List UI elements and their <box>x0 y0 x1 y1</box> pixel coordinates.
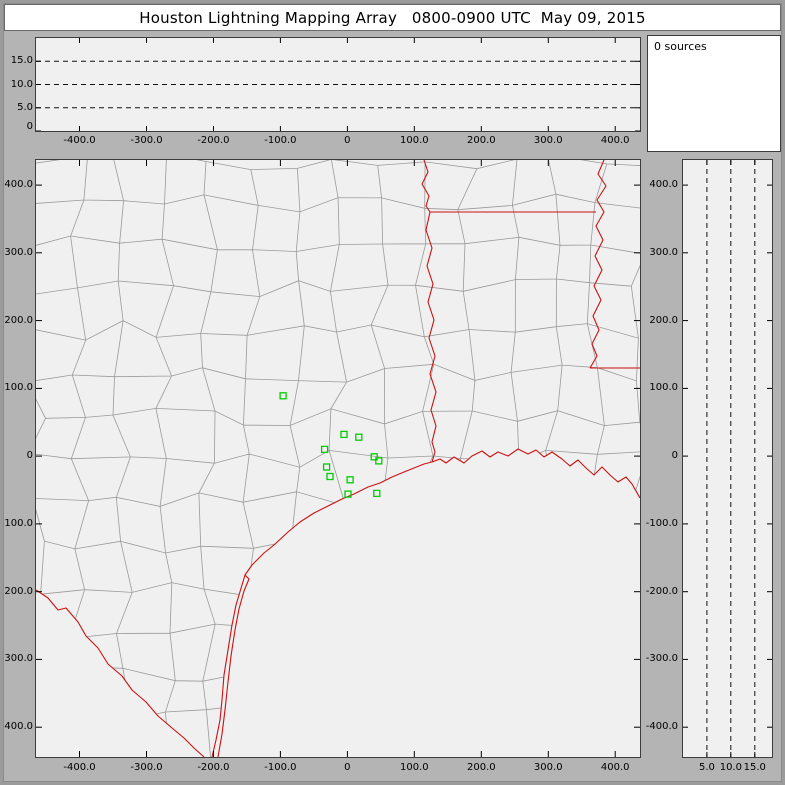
tick-label: -400.0 <box>0 721 33 733</box>
tick-label: 5.0 <box>17 101 33 113</box>
tick-label: -300.0 <box>0 653 33 665</box>
lma-stations <box>279 392 383 498</box>
tick-label: 400.0 <box>649 179 678 191</box>
tick-label: 0 <box>26 121 33 132</box>
tick-label: -100.0 <box>0 517 33 529</box>
lma-station-marker <box>279 392 287 400</box>
sources-status-panel: 0 sources <box>648 36 780 151</box>
tick-label: 200.0 <box>4 314 33 326</box>
tick-label: 200.0 <box>649 314 678 326</box>
tick-label: -200.0 <box>197 135 230 146</box>
tick-label: 100.0 <box>400 135 429 146</box>
tick-label: 100.0 <box>649 382 678 394</box>
altitude-ns-plot <box>683 160 772 757</box>
altitude-ew-plot <box>36 38 640 131</box>
tick-label: -100.0 <box>264 135 297 146</box>
axis-ticks <box>36 38 640 131</box>
gulf-coastline <box>211 448 640 757</box>
tick-label: 300.0 <box>533 762 563 773</box>
tick-label: -200.0 <box>197 762 230 773</box>
tick-label: -100.0 <box>645 517 678 529</box>
altitude-dashed-gridlines <box>706 160 756 757</box>
tick-label: 400.0 <box>600 135 630 146</box>
plan-view-map-panel[interactable] <box>36 160 640 757</box>
tick-label: -400.0 <box>63 135 96 146</box>
map-canvas <box>36 160 640 757</box>
tick-label: -300.0 <box>130 762 163 773</box>
lma-station-marker <box>322 463 331 471</box>
sources-count-label: 0 sources <box>654 40 707 53</box>
tick-label: -100.0 <box>264 762 297 773</box>
lma-station-marker <box>373 489 381 498</box>
tick-label: 300.0 <box>4 246 33 258</box>
tick-label: 10.0 <box>719 762 742 773</box>
tick-label: 100.0 <box>400 762 429 773</box>
tick-label: 100.0 <box>4 382 33 394</box>
tick-label: 15.0 <box>10 55 33 67</box>
lma-station-marker <box>344 490 352 498</box>
tick-label: 200.0 <box>466 135 496 146</box>
lma-station-marker <box>375 457 383 465</box>
tick-label: 200.0 <box>466 762 496 773</box>
tick-label: 400.0 <box>4 179 33 191</box>
lma-station-marker <box>370 453 378 461</box>
lma-station-marker <box>346 476 354 484</box>
tick-label: 0 <box>26 450 33 462</box>
window-title: Houston Lightning Mapping Array 0800-090… <box>139 8 646 27</box>
tick-label: -200.0 <box>645 585 678 597</box>
axis-ticks <box>36 160 640 757</box>
tick-label: 10.0 <box>10 78 33 90</box>
tick-label: 300.0 <box>649 246 678 258</box>
tick-label: 0 <box>344 762 351 773</box>
tick-label: 5.0 <box>698 762 715 773</box>
altitude-ns-panel[interactable] <box>683 160 772 757</box>
tick-label: 300.0 <box>533 135 563 146</box>
tick-label: 15.0 <box>743 762 766 773</box>
axis-ticks <box>683 160 772 757</box>
rio-grande-border <box>36 589 205 757</box>
tick-label: -300.0 <box>130 135 163 146</box>
lma-station-marker <box>320 445 329 454</box>
tick-label: -300.0 <box>645 653 678 665</box>
tick-label: 400.0 <box>600 762 630 773</box>
sabine-river-border <box>421 160 437 463</box>
lma-station-marker <box>340 430 348 439</box>
county-borders <box>36 160 640 757</box>
title-bar: Houston Lightning Mapping Array 0800-090… <box>5 5 780 30</box>
lma-station-marker <box>355 433 363 441</box>
tick-label: -400.0 <box>63 762 96 773</box>
tick-label: 0 <box>671 450 678 462</box>
mississippi-river-border <box>589 160 607 369</box>
tick-label: -400.0 <box>645 721 678 733</box>
barrier-island <box>217 574 250 757</box>
altitude-dashed-gridlines <box>36 60 640 109</box>
tick-label: -200.0 <box>0 585 33 597</box>
altitude-ew-panel[interactable] <box>36 38 640 131</box>
tick-label: 0 <box>344 135 351 146</box>
lma-station-marker <box>326 472 334 481</box>
state-borders-coastline <box>36 160 640 757</box>
